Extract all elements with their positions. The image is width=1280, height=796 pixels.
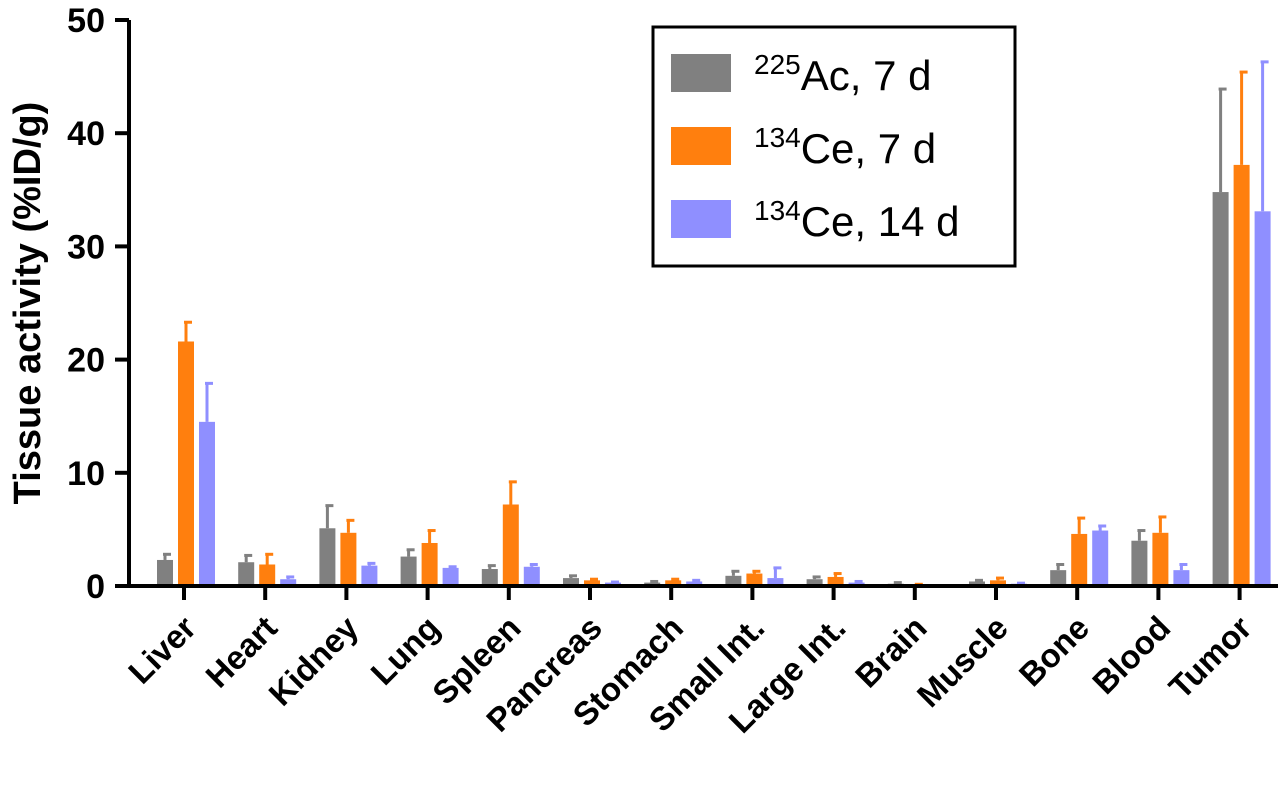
bar-heart-series-3: [280, 579, 297, 586]
bar-stomach-series-3: [686, 581, 703, 586]
bar-muscle-series-2: [990, 580, 1006, 586]
bar-spleen-series-3: [523, 566, 540, 586]
bar-spleen-series-1: [481, 569, 498, 586]
bar-pancreas-series-2: [584, 580, 600, 586]
bar-heart-series-1: [238, 562, 255, 586]
y-tick-label: 30: [67, 228, 105, 266]
legend-label: 225Ac, 7 d: [754, 49, 931, 99]
y-tick-label: 0: [86, 568, 105, 606]
bar-lung-series-2: [421, 542, 438, 586]
bar-heart-series-2: [259, 564, 276, 586]
bar-liver-series-1: [157, 559, 173, 586]
x-category-label: Kidney: [261, 608, 365, 712]
bar-liver-series-3: [199, 421, 215, 586]
bar-tumor-series-3: [1254, 211, 1271, 587]
bar-pancreas-series-1: [563, 578, 579, 586]
bar-bone-series-3: [1092, 530, 1109, 586]
y-tick-label: 10: [67, 455, 105, 493]
bar-small-int--series-2: [746, 573, 763, 586]
y-tick-label: 50: [67, 2, 105, 40]
legend-label-text: Ce, 7 d: [801, 125, 936, 172]
legend-label: 134Ce, 7 d: [754, 122, 936, 172]
bar-large-int--series-1: [806, 579, 823, 586]
bar-tumor-series-1: [1212, 192, 1229, 586]
x-category-label: Muscle: [910, 609, 1015, 714]
bar-lung-series-3: [442, 567, 459, 586]
legend-label-superscript: 225: [754, 49, 801, 80]
legend-label-superscript: 134: [754, 122, 801, 153]
bar-large-int--series-2: [827, 576, 844, 586]
legend-label-text: Ac, 7 d: [801, 52, 932, 99]
bar-kidney-series-2: [340, 532, 357, 586]
bar-blood-series-2: [1152, 532, 1169, 586]
y-axis-title: Tissue activity (%ID/g): [7, 102, 49, 505]
bar-muscle-series-1: [969, 581, 985, 586]
axes: [127, 20, 1278, 588]
x-tick-group: LiverHeartKidneyLungSpleenPancreasStomac…: [121, 586, 1259, 740]
bar-kidney-series-3: [361, 565, 378, 586]
bar-kidney-series-1: [319, 528, 336, 586]
bar-blood-series-3: [1173, 570, 1190, 586]
bar-group: [157, 164, 1271, 587]
x-category-label: Blood: [1085, 609, 1177, 701]
legend-label-text: Ce, 14 d: [801, 198, 960, 245]
bar-spleen-series-2: [502, 504, 519, 586]
error-bar-group: [163, 60, 1269, 586]
bar-small-int--series-3: [767, 578, 784, 586]
y-tick-group: 0 10 20 30 40 50: [67, 2, 129, 606]
legend-swatch: [671, 200, 731, 238]
x-category-label: Tumor: [1162, 609, 1259, 706]
legend-swatch: [671, 127, 731, 165]
bar-small-int--series-1: [725, 575, 742, 586]
legend-label-superscript: 134: [754, 195, 801, 226]
bar-stomach-series-2: [665, 580, 682, 586]
bar-bone-series-2: [1071, 533, 1088, 586]
bar-lung-series-1: [400, 556, 417, 586]
y-tick-label: 40: [67, 115, 105, 153]
y-tick-label: 20: [67, 342, 105, 380]
bar-tumor-series-2: [1233, 164, 1250, 586]
legend-swatch: [671, 54, 731, 92]
x-category-label: Bone: [1012, 609, 1096, 693]
bar-blood-series-1: [1131, 540, 1148, 586]
x-category-label: Liver: [121, 609, 203, 691]
bar-bone-series-1: [1050, 570, 1067, 586]
legend-label: 134Ce, 14 d: [754, 195, 960, 245]
bar-liver-series-2: [178, 341, 194, 586]
